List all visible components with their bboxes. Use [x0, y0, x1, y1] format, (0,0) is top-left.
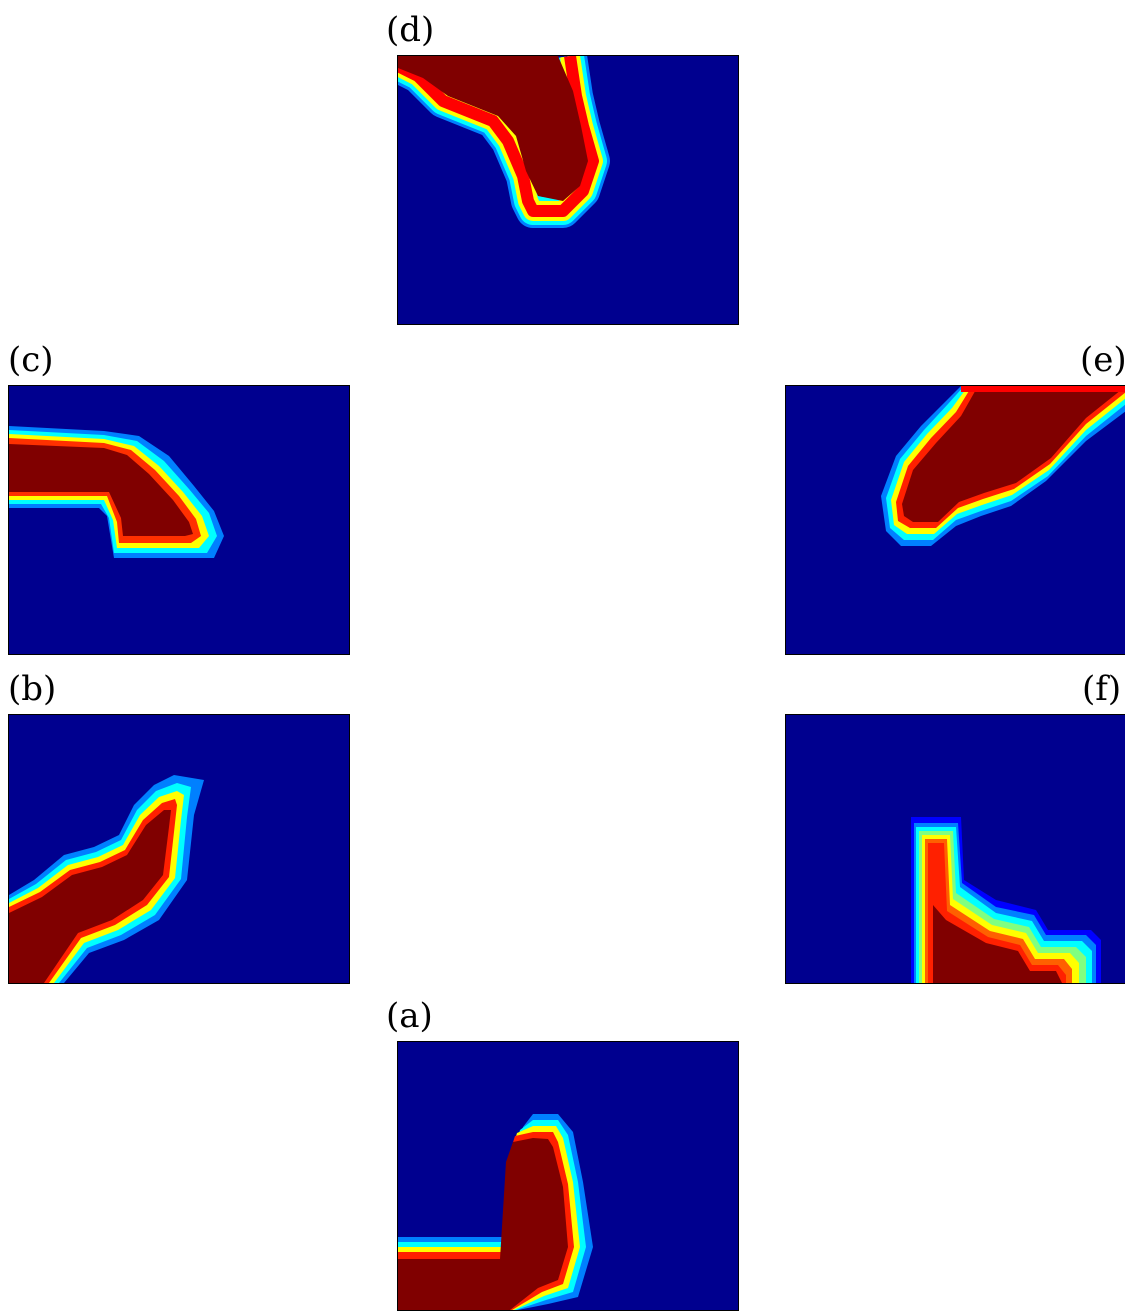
heatmap-panel-a — [397, 1041, 739, 1311]
heatmap-panel-b — [8, 714, 350, 984]
heatmap-c-graphic — [9, 426, 224, 558]
panel-label-a: (a) — [386, 996, 433, 1036]
heatmap-a-graphic — [398, 1114, 593, 1310]
panel-label-e: (e) — [1080, 340, 1125, 380]
heatmap-e-graphic — [881, 386, 1125, 546]
heatmap-f-graphic — [911, 817, 1101, 983]
heatmap-panel-e — [785, 385, 1125, 655]
heatmap-b-graphic — [9, 775, 204, 983]
panel-label-c: (c) — [8, 340, 54, 380]
heatmap-d-graphic — [398, 56, 610, 228]
panel-label-f: (f) — [1082, 669, 1122, 709]
heatmap-panel-d — [397, 55, 739, 325]
panel-label-b: (b) — [8, 669, 57, 709]
panel-label-d: (d) — [386, 10, 435, 50]
heatmap-panel-c — [8, 385, 350, 655]
heatmap-panel-f — [785, 714, 1125, 984]
